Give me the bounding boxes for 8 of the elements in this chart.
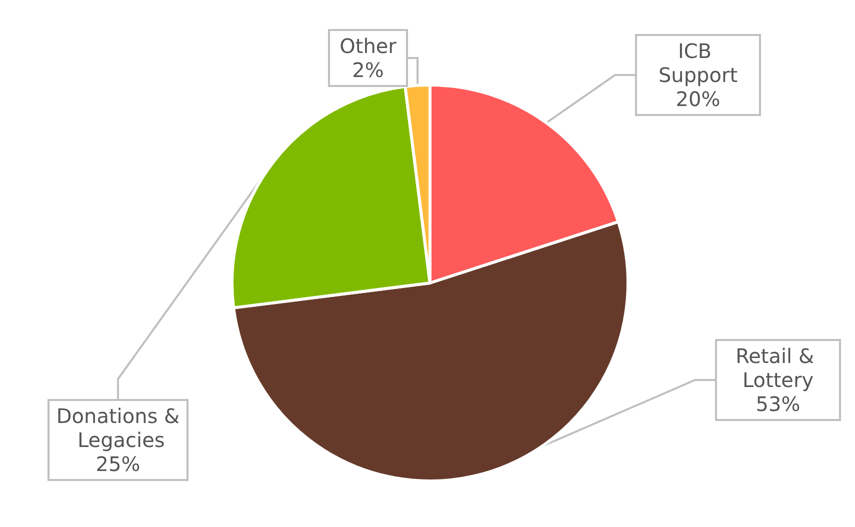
slice-label: Other — [340, 34, 398, 58]
data-label: 2% — [352, 58, 384, 82]
data-label: 53% — [756, 392, 800, 416]
data-label: 25% — [96, 452, 140, 476]
slice-label: Donations & Legacies — [56, 404, 180, 452]
slice-label: Retail & Lottery — [736, 344, 820, 392]
slice-label: ICB Support — [658, 39, 738, 87]
data-label: 20% — [676, 87, 720, 111]
